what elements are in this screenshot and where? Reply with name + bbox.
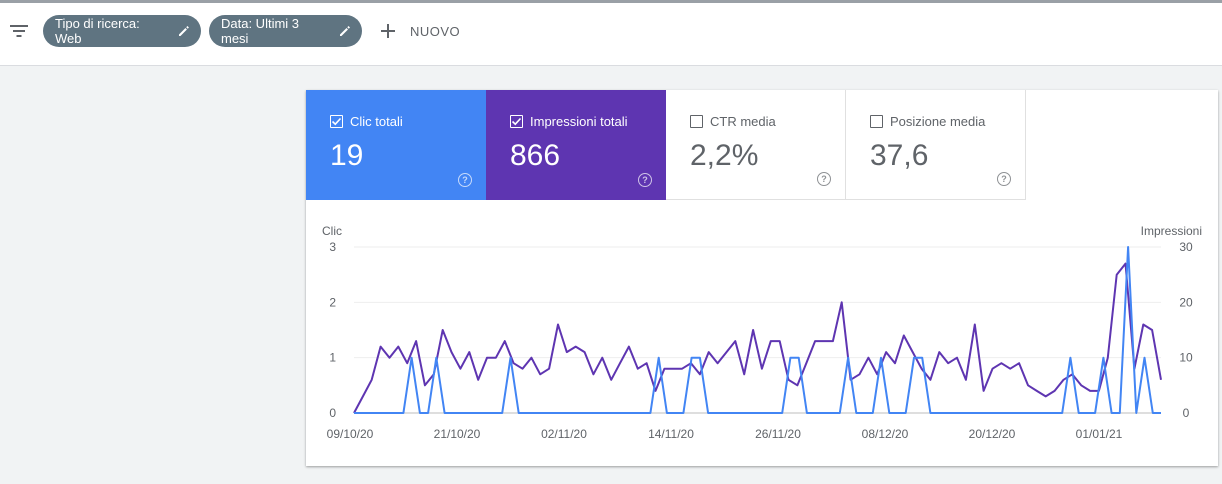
x-tick-label: 01/01/21: [1076, 427, 1123, 441]
x-tick-label: 09/10/20: [327, 427, 374, 441]
chart-svg: 0 0 1 10 2 20 3 30 09/10/20 21/10/20 02/11/20 14/11…: [327, 240, 1193, 441]
checkbox-unchecked-icon[interactable]: [690, 115, 703, 128]
help-icon[interactable]: ?: [638, 173, 652, 187]
metric-value: 2,2%: [690, 139, 759, 172]
help-icon[interactable]: ?: [997, 172, 1011, 186]
filter-chip-date[interactable]: Data: Ultimi 3 mesi: [209, 15, 362, 47]
top-border: [0, 0, 1222, 3]
clicks-series-line: [354, 246, 1161, 414]
edit-pencil-icon[interactable]: [177, 24, 191, 38]
x-tick-label: 20/12/20: [969, 427, 1016, 441]
filter-bar: Tipo di ricerca: Web Data: Ultimi 3 mesi…: [0, 3, 1222, 66]
edit-pencil-icon[interactable]: [338, 24, 352, 38]
metric-value: 866: [510, 139, 561, 172]
filter-chip-search-type[interactable]: Tipo di ricerca: Web: [43, 15, 201, 47]
metric-value: 37,6: [870, 139, 929, 172]
checkbox-unchecked-icon[interactable]: [870, 115, 883, 128]
x-tick-label: 08/12/20: [862, 427, 909, 441]
x-tick-label: 21/10/20: [434, 427, 481, 441]
left-tick-label: 0: [329, 406, 336, 420]
left-tick-label: 2: [329, 295, 336, 309]
right-tick-label: 0: [1183, 406, 1190, 420]
checkbox-checked-icon[interactable]: [510, 115, 523, 128]
right-tick-label: 10: [1179, 351, 1193, 365]
filter-icon[interactable]: [9, 23, 29, 39]
x-tick-label: 14/11/20: [648, 427, 694, 441]
plus-icon: [381, 24, 395, 38]
new-filter-button[interactable]: NUOVO: [378, 17, 460, 45]
x-tick-label: 02/11/20: [541, 427, 587, 441]
filter-chip-label: Tipo di ricerca: Web: [55, 16, 140, 46]
help-icon[interactable]: ?: [817, 172, 831, 186]
performance-card: Clic totali 19 ? Impressioni totali 866 …: [306, 90, 1218, 466]
metric-average-ctr[interactable]: CTR media 2,2% ?: [666, 90, 846, 200]
metric-label: Impressioni totali: [530, 114, 628, 129]
performance-chart: Clic Impressioni 0 0 1 10 2 20 3 30 09/10/20 21/1…: [306, 200, 1218, 466]
metric-value: 19: [330, 139, 364, 172]
left-axis-title: Clic: [322, 224, 342, 238]
checkbox-checked-icon[interactable]: [330, 115, 343, 128]
help-icon[interactable]: ?: [458, 173, 472, 187]
metric-label: Posizione media: [890, 114, 986, 129]
new-filter-label: NUOVO: [410, 23, 461, 39]
metric-total-clicks[interactable]: Clic totali 19 ?: [306, 90, 486, 200]
left-tick-label: 3: [329, 240, 336, 254]
metric-total-impressions[interactable]: Impressioni totali 866 ?: [486, 90, 666, 200]
x-tick-label: 26/11/20: [755, 427, 801, 441]
filter-chip-label: Data: Ultimi 3 mesi: [221, 16, 300, 46]
metric-average-position[interactable]: Posizione media 37,6 ?: [846, 90, 1026, 200]
right-axis-title: Impressioni: [1140, 224, 1202, 238]
metric-label: CTR media: [710, 114, 776, 129]
left-tick-label: 1: [329, 351, 336, 365]
right-tick-label: 30: [1179, 240, 1193, 254]
impressions-series-line: [353, 262, 1162, 414]
right-tick-label: 20: [1179, 295, 1193, 309]
metric-label: Clic totali: [350, 114, 403, 129]
